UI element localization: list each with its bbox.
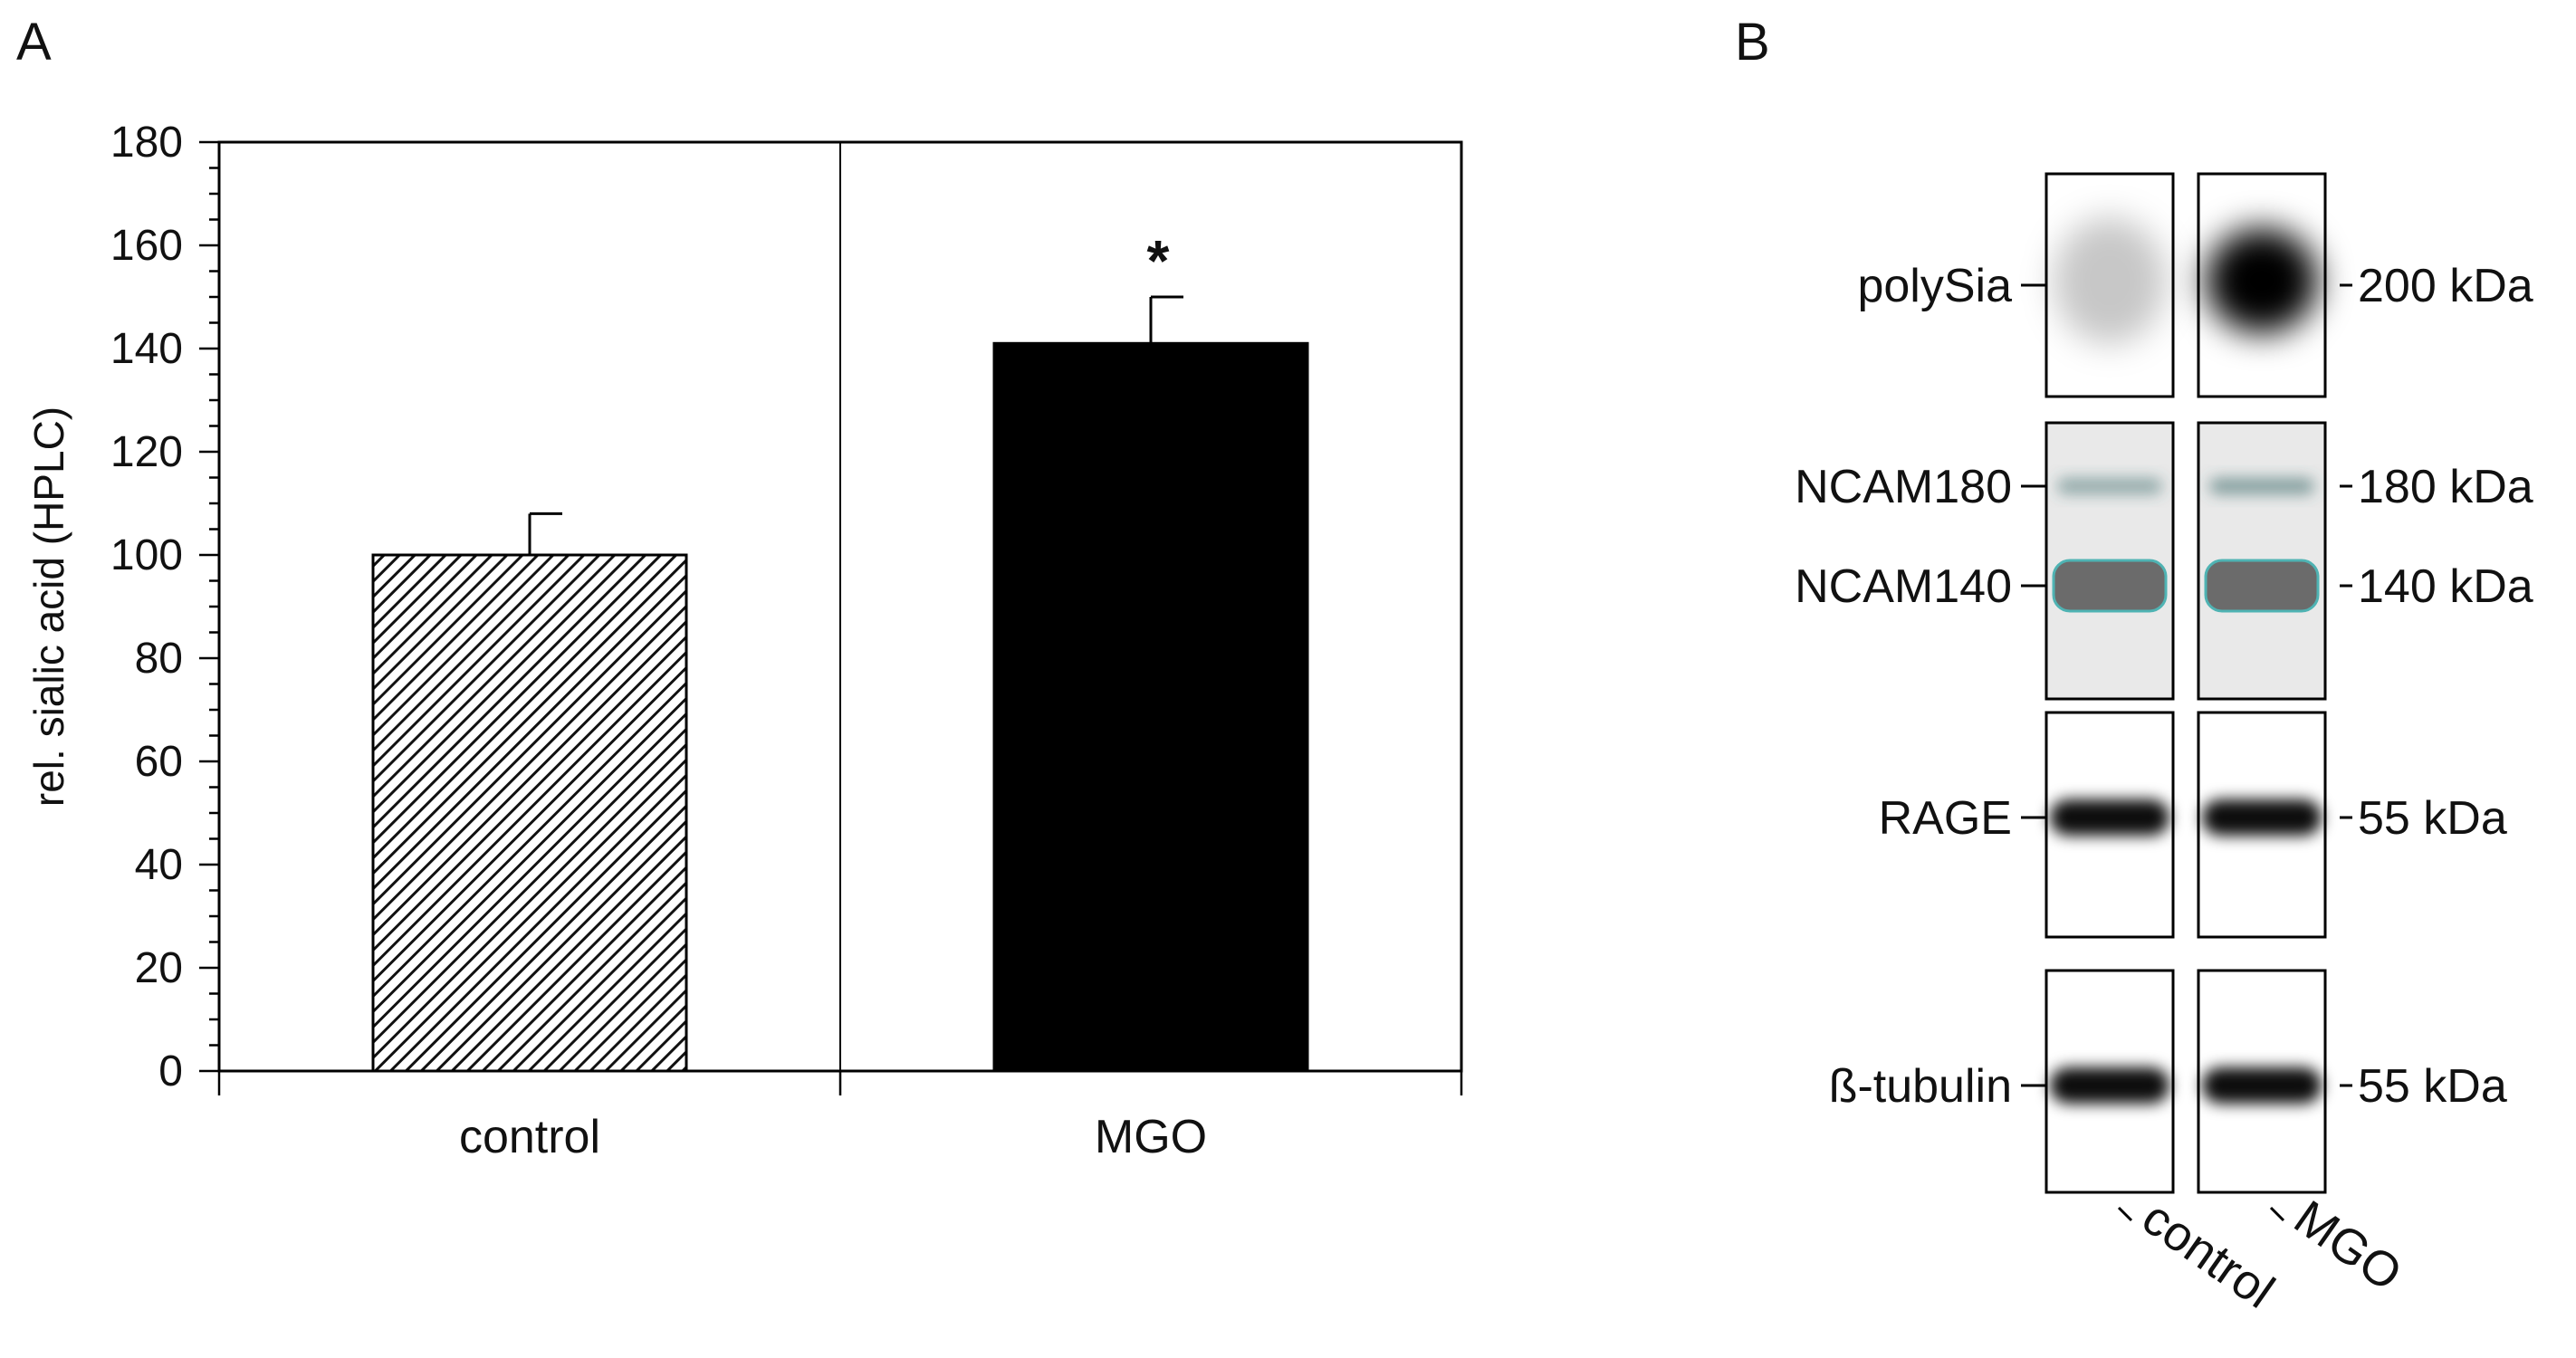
- y-axis-title: rel. sialic acid (HPLC): [25, 406, 72, 807]
- band-name-label: ß-tubulin: [1829, 1060, 2012, 1113]
- lane-tick: [2269, 1206, 2285, 1222]
- band-control: [2052, 559, 2168, 613]
- size-marker-label: 55 kDa: [2358, 1060, 2507, 1113]
- y-tick-label: 40: [135, 841, 183, 889]
- bar-mgo: [992, 341, 1309, 1073]
- significance-labels: *: [1147, 228, 1170, 293]
- lane-tick: [2117, 1206, 2133, 1222]
- band-mgo: [2202, 799, 2322, 836]
- bar-chart: 0 20 40 60 80 100 120 140 160 180 control MGO * re…: [25, 119, 1463, 1163]
- blot-1: NCAM180 180 kDa NCAM140 140 kDa: [1795, 421, 2533, 701]
- band-control: [2057, 478, 2162, 494]
- band-mgo: [2202, 1067, 2322, 1104]
- panel-a-letter: A: [16, 13, 52, 72]
- category-label: control: [459, 1111, 600, 1163]
- y-tick-label: 100: [110, 531, 183, 579]
- significance-star: *: [1147, 228, 1170, 293]
- y-tick-label: 60: [135, 738, 183, 786]
- y-tick-label: 0: [158, 1047, 183, 1095]
- error-bars: [528, 295, 1183, 555]
- size-marker-label: 140 kDa: [2358, 560, 2533, 613]
- y-tick-label: 160: [110, 222, 183, 270]
- blot-0: polySia 200 kDa: [1857, 172, 2533, 398]
- y-tick-label: 140: [110, 325, 183, 373]
- band-control: [2054, 217, 2166, 344]
- y-tick-label: 120: [110, 428, 183, 476]
- bars: [371, 341, 1309, 1073]
- x-axis: [217, 1071, 1463, 1095]
- band-name-label: polySia: [1857, 260, 2012, 312]
- blot-2: RAGE 55 kDa: [1879, 711, 2507, 939]
- band-control: [2050, 799, 2169, 836]
- band-control: [2050, 1067, 2169, 1104]
- lane-label-mgo: MGO: [2284, 1191, 2411, 1302]
- bar-control: [371, 553, 688, 1073]
- lane-labels: control MGO: [2117, 1191, 2411, 1319]
- band-name-label: NCAM140: [1795, 560, 2012, 613]
- band-mgo: [2206, 228, 2318, 333]
- y-tick-label: 20: [135, 944, 183, 992]
- y-tick-label: 80: [135, 635, 183, 683]
- size-marker-label: 55 kDa: [2358, 792, 2507, 845]
- western-blot-panel: polySia 200 kDa NCAM180 180 kDa NCAM140 140 k…: [1795, 172, 2533, 1194]
- panel-b-letter: B: [1735, 13, 1770, 72]
- band-name-label: NCAM180: [1795, 461, 2012, 513]
- size-marker-label: 200 kDa: [2358, 260, 2533, 312]
- band-mgo: [2204, 559, 2320, 613]
- lane-label-control: control: [2132, 1191, 2284, 1319]
- size-marker-label: 180 kDa: [2358, 461, 2533, 513]
- blot-3: ß-tubulin 55 kDa: [1829, 969, 2507, 1194]
- y-tick-label: 180: [110, 119, 183, 167]
- category-labels: control MGO: [459, 1111, 1207, 1163]
- y-axis: 0 20 40 60 80 100 120 140 160 180: [110, 119, 219, 1095]
- band-mgo: [2209, 478, 2314, 494]
- category-label: MGO: [1095, 1111, 1207, 1163]
- band-name-label: RAGE: [1879, 792, 2012, 845]
